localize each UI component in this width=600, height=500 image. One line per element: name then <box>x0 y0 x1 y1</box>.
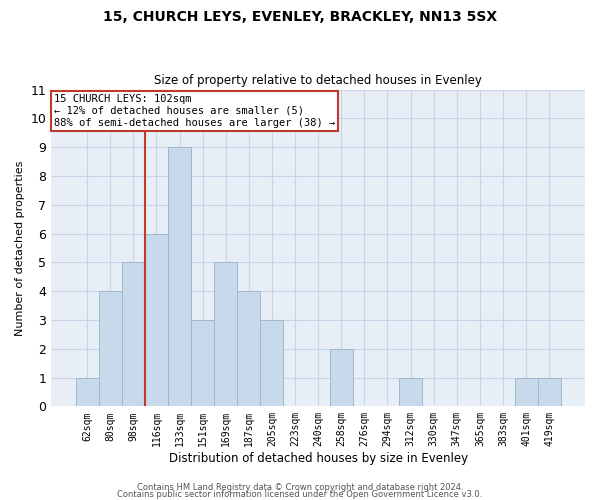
Bar <box>260 320 283 406</box>
Bar <box>237 291 260 406</box>
Bar <box>191 320 214 406</box>
X-axis label: Distribution of detached houses by size in Evenley: Distribution of detached houses by size … <box>169 452 468 465</box>
Bar <box>76 378 98 406</box>
Text: 15, CHURCH LEYS, EVENLEY, BRACKLEY, NN13 5SX: 15, CHURCH LEYS, EVENLEY, BRACKLEY, NN13… <box>103 10 497 24</box>
Bar <box>168 147 191 406</box>
Bar <box>214 262 237 406</box>
Bar <box>98 291 122 406</box>
Bar <box>538 378 561 406</box>
Bar <box>122 262 145 406</box>
Text: Contains HM Land Registry data © Crown copyright and database right 2024.: Contains HM Land Registry data © Crown c… <box>137 484 463 492</box>
Title: Size of property relative to detached houses in Evenley: Size of property relative to detached ho… <box>154 74 482 87</box>
Text: 15 CHURCH LEYS: 102sqm
← 12% of detached houses are smaller (5)
88% of semi-deta: 15 CHURCH LEYS: 102sqm ← 12% of detached… <box>54 94 335 128</box>
Text: Contains public sector information licensed under the Open Government Licence v3: Contains public sector information licen… <box>118 490 482 499</box>
Bar <box>145 234 168 406</box>
Bar <box>329 348 353 406</box>
Bar <box>399 378 422 406</box>
Y-axis label: Number of detached properties: Number of detached properties <box>15 160 25 336</box>
Bar <box>515 378 538 406</box>
